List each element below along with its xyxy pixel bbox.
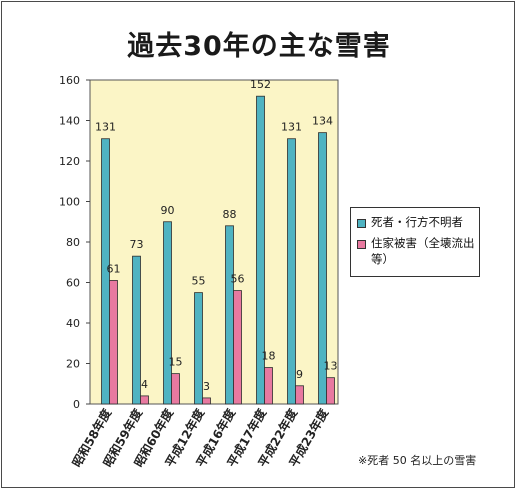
- data-label-housing: 18: [262, 350, 276, 363]
- bar-deaths: [194, 292, 203, 405]
- bar-deaths: [287, 138, 296, 405]
- footnote: ※死者 50 名以上の雪害: [358, 454, 477, 467]
- y-tick-label: 100: [59, 196, 80, 209]
- legend: 死者・行方不明者 住家被害（全壊流出等）: [350, 207, 480, 277]
- chart-title: 過去30年の主な雪害: [127, 31, 391, 62]
- bar-housing: [202, 397, 211, 405]
- data-label-deaths: 90: [161, 204, 175, 217]
- legend-swatch-deaths: [357, 219, 366, 228]
- data-label-deaths: 134: [312, 115, 333, 128]
- bar-deaths: [225, 225, 234, 405]
- y-tick-label: 120: [59, 155, 80, 168]
- y-tick-label: 40: [66, 317, 80, 330]
- plot-area: [89, 79, 339, 405]
- bar-housing: [233, 290, 242, 405]
- data-label-housing: 61: [107, 262, 121, 275]
- y-tick-label: 20: [66, 358, 80, 371]
- bar-deaths: [101, 138, 110, 405]
- data-label-housing: 56: [231, 273, 245, 286]
- legend-item-deaths: 死者・行方不明者: [357, 214, 475, 230]
- data-label-housing: 4: [141, 378, 148, 391]
- y-tick-label: 140: [59, 115, 80, 128]
- data-label-deaths: 152: [250, 78, 271, 91]
- legend-item-housing: 住家被害（全壊流出等）: [357, 235, 475, 267]
- legend-swatch-housing: [357, 240, 366, 249]
- data-label-housing: 15: [169, 356, 183, 369]
- bar-deaths: [132, 255, 141, 405]
- data-label-housing: 13: [324, 360, 338, 373]
- bar-deaths: [163, 221, 172, 405]
- bar-deaths: [256, 95, 265, 405]
- data-label-housing: 9: [296, 368, 303, 381]
- data-label-housing: 3: [203, 380, 210, 393]
- data-label-deaths: 88: [223, 208, 237, 221]
- y-tick-label: 80: [66, 236, 80, 249]
- bar-housing: [326, 377, 335, 405]
- bar-housing: [295, 385, 304, 405]
- y-tick-label: 0: [73, 398, 80, 411]
- data-label-deaths: 131: [95, 121, 116, 134]
- data-label-deaths: 131: [281, 121, 302, 134]
- data-label-deaths: 55: [192, 275, 206, 288]
- bar-housing: [171, 373, 180, 405]
- y-tick-label: 60: [66, 277, 80, 290]
- y-tick-label: 160: [59, 74, 80, 87]
- data-label-deaths: 73: [130, 238, 144, 251]
- legend-label-deaths: 死者・行方不明者: [371, 215, 463, 229]
- bar-deaths: [318, 132, 327, 405]
- legend-label-housing: 住家被害（全壊流出等）: [371, 236, 475, 266]
- bar-housing: [264, 367, 273, 405]
- bar-housing: [109, 280, 118, 405]
- bar-housing: [140, 395, 149, 405]
